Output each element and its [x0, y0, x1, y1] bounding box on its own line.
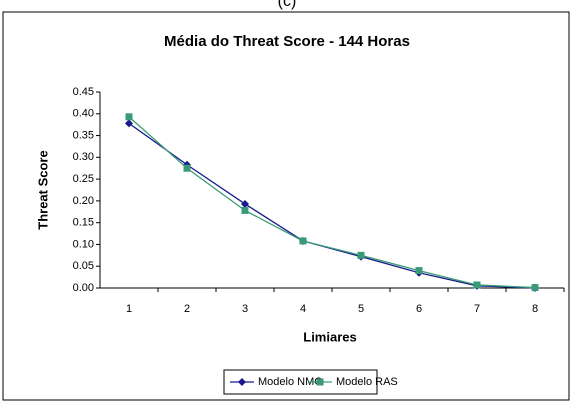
series-line [128, 116, 536, 289]
y-axis-label: Threat Score [35, 150, 50, 229]
x-tick-label: 7 [474, 303, 480, 315]
data-point [241, 199, 249, 208]
y-tick-label: 0.45 [73, 86, 94, 98]
x-tick-label: 6 [416, 303, 422, 315]
x-axis-label: Limiares [303, 329, 356, 344]
x-tick-label: 8 [532, 303, 538, 315]
y-tick-label: 0.05 [73, 260, 94, 272]
y-tick-label: 0.00 [73, 282, 94, 294]
data-point [357, 251, 365, 259]
data-point [183, 164, 191, 172]
y-tick-label: 0.15 [73, 217, 94, 229]
x-tick-label: 2 [184, 303, 190, 315]
x-tick-label: 4 [300, 303, 306, 315]
data-point [241, 206, 249, 214]
x-tick-label: 3 [242, 303, 248, 315]
y-tick-label: 0.40 [73, 108, 94, 120]
data-point [299, 237, 307, 245]
x-tick-label: 1 [126, 303, 132, 315]
data-point [473, 281, 481, 289]
y-tick-label: 0.30 [73, 151, 94, 163]
legend-label: Modelo NMC [258, 376, 322, 388]
x-tick-label: 5 [358, 303, 364, 315]
y-tick-label: 0.35 [73, 129, 94, 141]
chart-frame [2, 11, 570, 401]
data-point [531, 284, 539, 292]
legend-marker [316, 378, 324, 386]
data-point [125, 119, 133, 128]
chart-title: Média do Threat Score - 144 Horas [164, 33, 410, 50]
data-point [415, 267, 423, 275]
legend-label: Modelo RAS [336, 376, 398, 388]
caption: (c) [278, 0, 297, 10]
data-point [125, 113, 133, 121]
y-tick-label: 0.20 [73, 195, 94, 207]
legend-marker [238, 378, 246, 386]
y-tick-label: 0.25 [73, 173, 94, 185]
y-tick-label: 0.10 [73, 238, 94, 250]
